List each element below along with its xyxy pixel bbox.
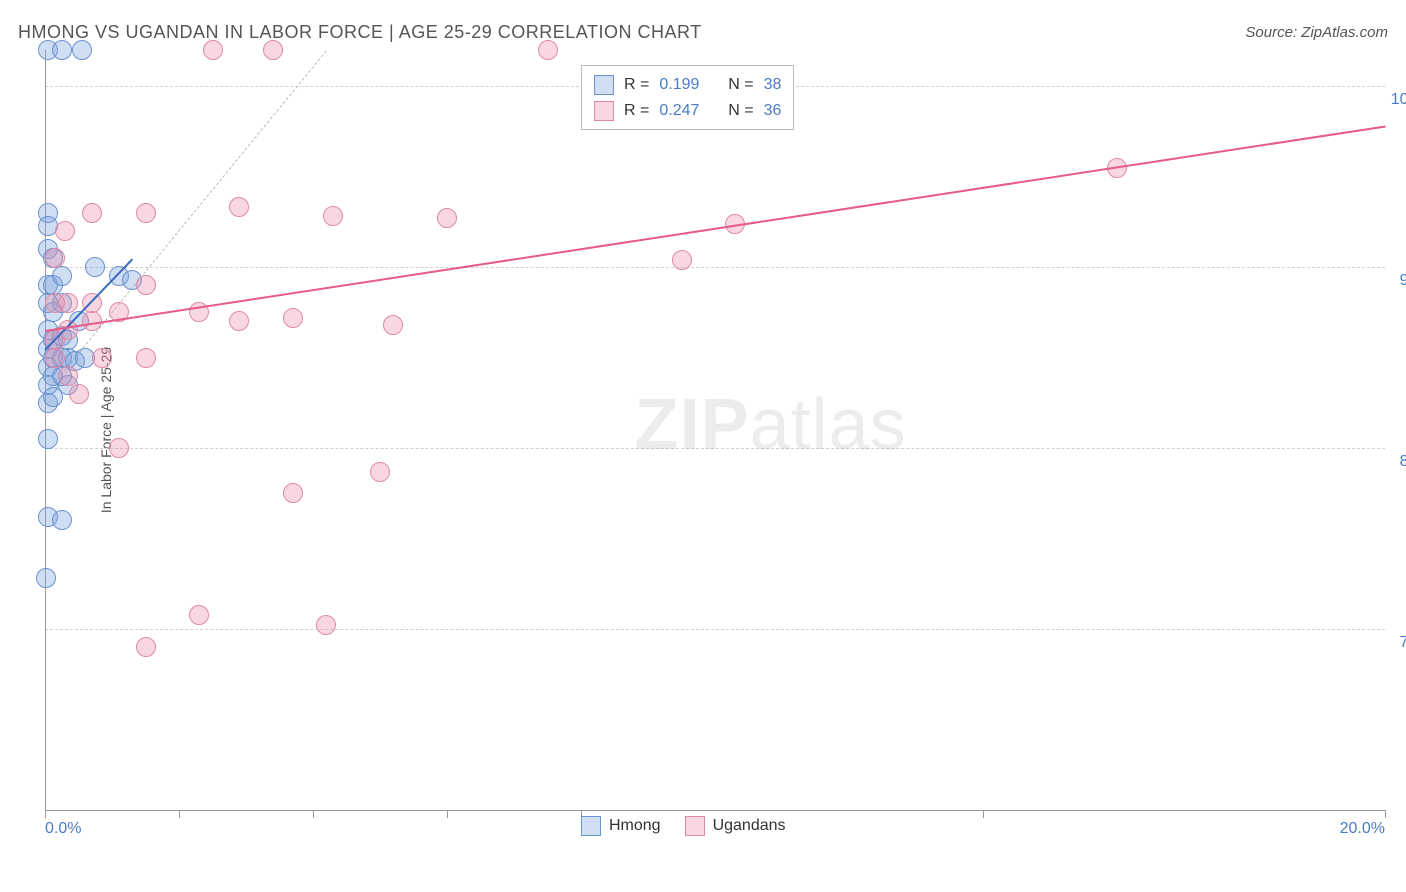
ugandan-point	[69, 384, 89, 404]
grid-line	[45, 629, 1385, 630]
ugandan-point	[672, 250, 692, 270]
legend-label: Hmong	[609, 817, 661, 835]
legend-row-ugandan: R =0.247 N =36	[594, 98, 781, 124]
x-tick	[313, 810, 314, 818]
y-tick-label: 90.0%	[1400, 272, 1406, 290]
hmong-point	[85, 257, 105, 277]
ugandan-point	[263, 40, 283, 60]
hmong-point	[38, 429, 58, 449]
ugandan-point	[136, 275, 156, 295]
ugandan-point	[229, 197, 249, 217]
x-tick-label: 20.0%	[1340, 820, 1385, 838]
ugandan-point	[370, 462, 390, 482]
ugandan-point	[58, 366, 78, 386]
ugandan-point	[45, 248, 65, 268]
x-tick	[45, 810, 46, 818]
series-legend: Hmong Ugandans	[581, 816, 786, 836]
hmong-swatch	[581, 816, 601, 836]
ugandan-point	[538, 40, 558, 60]
legend-item-ugandan: Ugandans	[685, 816, 786, 836]
ugandan-point	[189, 605, 209, 625]
ugandan-point	[136, 203, 156, 223]
hmong-point	[52, 40, 72, 60]
legend-row-hmong: R =0.199 N =38	[594, 72, 781, 98]
source-attribution: Source: ZipAtlas.com	[1245, 24, 1388, 41]
x-tick	[983, 810, 984, 818]
ugandan-swatch	[594, 101, 614, 121]
correlation-legend: R =0.199 N =38R =0.247 N =36	[581, 65, 794, 130]
ugandan-point	[55, 221, 75, 241]
y-tick-label: 100.0%	[1391, 91, 1406, 109]
x-tick	[179, 810, 180, 818]
ugandan-swatch	[685, 816, 705, 836]
y-tick-label: 70.0%	[1400, 634, 1406, 652]
ugandan-point	[283, 483, 303, 503]
ugandan-point	[316, 615, 336, 635]
x-tick-label: 0.0%	[45, 820, 81, 838]
ugandan-point	[383, 315, 403, 335]
ugandan-point	[45, 348, 65, 368]
chart-area: In Labor Force | Age 25-29 70.0%80.0%90.…	[45, 50, 1385, 810]
ugandan-point	[283, 308, 303, 328]
ugandan-point	[229, 311, 249, 331]
hmong-point	[36, 568, 56, 588]
hmong-point	[52, 510, 72, 530]
ugandan-point	[82, 293, 102, 313]
ugandan-point	[136, 637, 156, 657]
x-axis-line	[45, 810, 1385, 811]
hmong-swatch	[594, 75, 614, 95]
ugandan-point	[109, 438, 129, 458]
ugandan-trend-line	[45, 126, 1385, 332]
ugandan-point	[58, 293, 78, 313]
scatter-plot: 70.0%80.0%90.0%100.0%0.0%20.0%R =0.199 N…	[45, 50, 1385, 810]
y-tick-label: 80.0%	[1400, 453, 1406, 471]
diagonal-reference-line	[45, 50, 327, 394]
legend-label: Ugandans	[713, 817, 786, 835]
ugandan-point	[92, 348, 112, 368]
x-tick	[447, 810, 448, 818]
chart-title: HMONG VS UGANDAN IN LABOR FORCE | AGE 25…	[18, 22, 702, 43]
legend-item-hmong: Hmong	[581, 816, 661, 836]
grid-line	[45, 267, 1385, 268]
grid-line	[45, 448, 1385, 449]
ugandan-point	[136, 348, 156, 368]
ugandan-point	[203, 40, 223, 60]
x-tick	[1385, 810, 1386, 818]
ugandan-point	[437, 208, 457, 228]
hmong-point	[52, 266, 72, 286]
hmong-point	[72, 40, 92, 60]
ugandan-point	[323, 206, 343, 226]
ugandan-point	[82, 203, 102, 223]
